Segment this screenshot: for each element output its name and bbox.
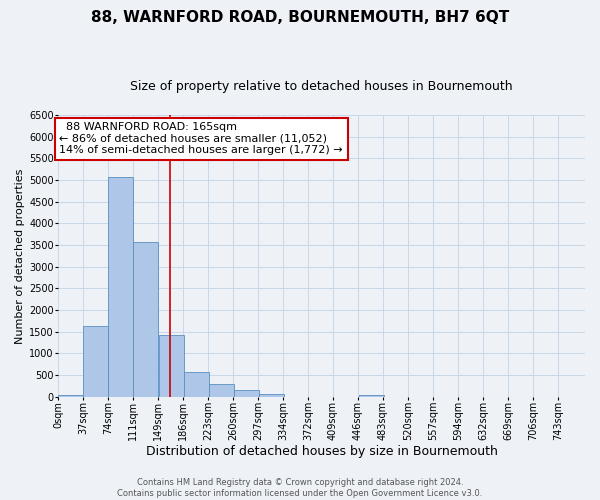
Bar — [159, 334, 184, 396]
Text: 88, WARNFORD ROAD, BOURNEMOUTH, BH7 6QT: 88, WARNFORD ROAD, BOURNEMOUTH, BH7 6QT — [91, 10, 509, 25]
Bar — [108, 176, 133, 396]
X-axis label: Distribution of detached houses by size in Bournemouth: Distribution of detached houses by size … — [146, 444, 497, 458]
Bar — [184, 372, 209, 396]
Bar — [259, 394, 284, 396]
Bar — [234, 390, 259, 396]
Y-axis label: Number of detached properties: Number of detached properties — [15, 168, 25, 344]
Bar — [209, 384, 234, 396]
Text: 88 WARNFORD ROAD: 165sqm
← 86% of detached houses are smaller (11,052)
14% of se: 88 WARNFORD ROAD: 165sqm ← 86% of detach… — [59, 122, 343, 155]
Bar — [58, 394, 83, 396]
Bar — [133, 242, 158, 396]
Bar — [83, 326, 108, 396]
Title: Size of property relative to detached houses in Bournemouth: Size of property relative to detached ho… — [130, 80, 513, 93]
Bar — [359, 394, 385, 396]
Text: Contains HM Land Registry data © Crown copyright and database right 2024.
Contai: Contains HM Land Registry data © Crown c… — [118, 478, 482, 498]
